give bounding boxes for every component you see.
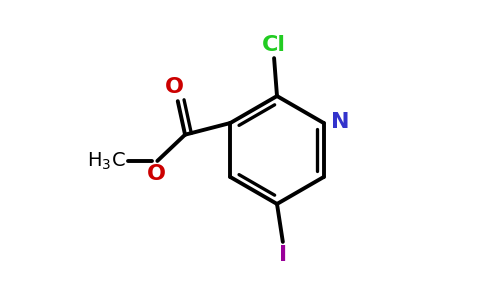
Text: H$_3$C: H$_3$C — [87, 150, 125, 172]
Text: O: O — [146, 164, 166, 184]
Text: I: I — [279, 245, 287, 265]
Text: O: O — [166, 77, 184, 97]
Text: Cl: Cl — [262, 35, 286, 55]
Text: N: N — [331, 112, 349, 132]
